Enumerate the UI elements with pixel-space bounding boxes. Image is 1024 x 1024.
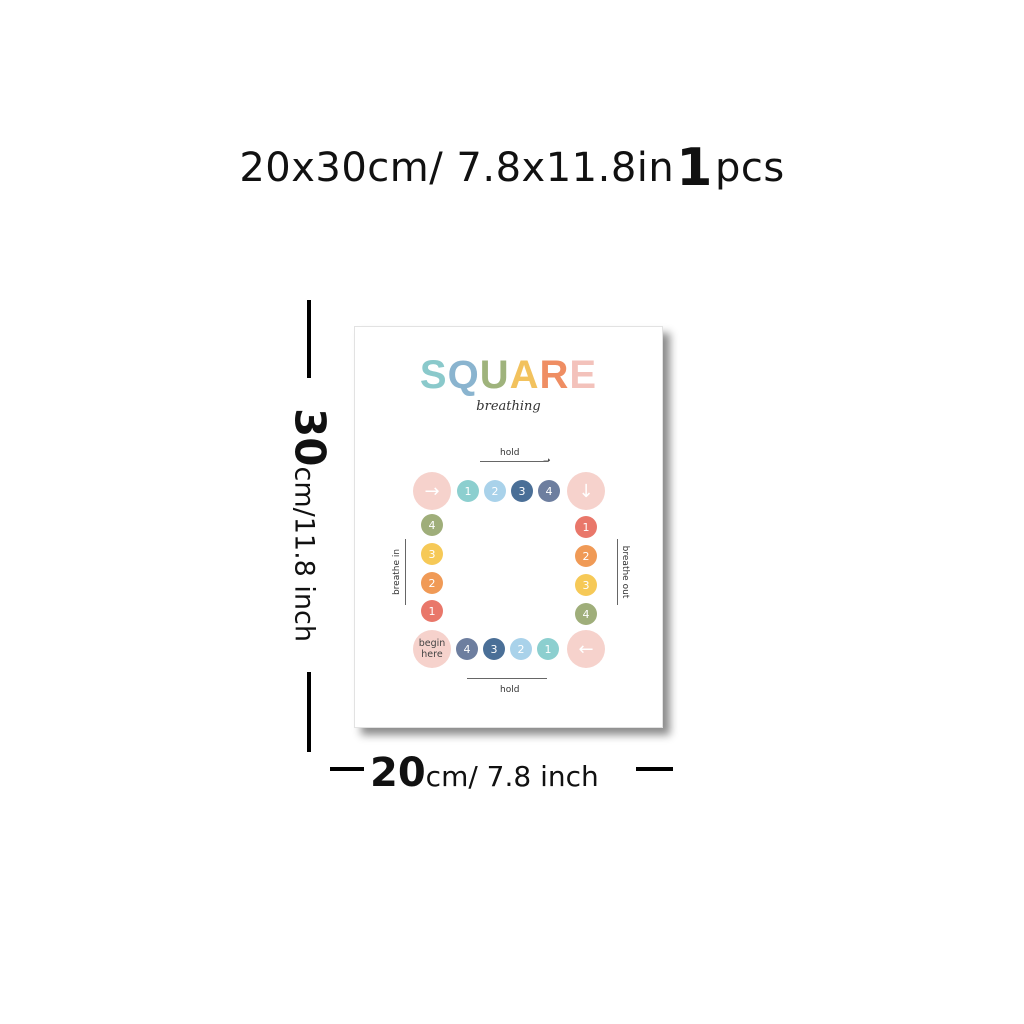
title-letter: R: [539, 353, 570, 397]
hold-bottom-arrow-icon: [467, 678, 547, 679]
right_col-dot: 3: [575, 574, 597, 596]
height-marker-bottom: [307, 672, 311, 752]
poster-product-image: SQUARE breathing hold ➝ breathe in breat…: [354, 326, 663, 728]
title-letter: Q: [447, 353, 480, 397]
width-unit: cm/ 7.8 inch: [425, 760, 599, 793]
hold-top-label: hold: [500, 448, 520, 458]
top_row-dot: 4: [538, 480, 560, 502]
top_row-dot: 2: [484, 480, 506, 502]
quantity-number: 1: [676, 138, 713, 198]
title-letter: U: [479, 353, 510, 397]
width-value: 20: [370, 750, 426, 796]
title-letter: A: [509, 353, 540, 397]
hold-top-arrow-icon: [480, 461, 548, 462]
height-value: 30: [285, 408, 335, 467]
arrow-head-right-icon: ➝: [543, 456, 551, 466]
left_col-dot: 1: [421, 600, 443, 622]
size-headline: 20x30cm/ 7.8x11.8in1pcs: [0, 138, 1024, 198]
left_col-dot: 2: [421, 572, 443, 594]
poster-subtitle: breathing: [476, 399, 541, 414]
begin-here-circle: begin here: [413, 630, 451, 668]
poster-title: SQUARE: [355, 353, 662, 398]
height-unit: cm/11.8 inch: [288, 466, 320, 642]
right_col-dot: 2: [575, 545, 597, 567]
height-marker-top: [307, 300, 311, 378]
bottom_row-dot: 4: [456, 638, 478, 660]
width-marker-left: [330, 767, 364, 771]
bottom_row-dot: 2: [510, 638, 532, 660]
right_col-dot: 4: [575, 603, 597, 625]
arrow-down-icon: ↓: [567, 472, 605, 510]
breathe-out-arrow-icon: [617, 539, 618, 605]
top_row-dot: 1: [457, 480, 479, 502]
bottom_row-dot: 1: [537, 638, 559, 660]
arrow-right-icon: →: [413, 472, 451, 510]
height-label: 30cm/11.8 inch: [270, 395, 350, 655]
hold-bottom-label: hold: [500, 685, 520, 695]
width-marker-right: [636, 767, 673, 771]
quantity-unit: pcs: [714, 145, 785, 191]
arrow-left-icon: ←: [567, 630, 605, 668]
size-text: 20x30cm/ 7.8x11.8in: [239, 145, 675, 191]
width-label: 20cm/ 7.8 inch: [370, 750, 599, 796]
title-letter: S: [419, 353, 448, 397]
breathe-in-label: breathe in: [392, 548, 402, 596]
breathe-out-label: breathe out: [620, 545, 630, 599]
left_col-dot: 4: [421, 514, 443, 536]
right_col-dot: 1: [575, 516, 597, 538]
left_col-dot: 3: [421, 543, 443, 565]
top_row-dot: 3: [511, 480, 533, 502]
title-letter: E: [569, 353, 598, 397]
bottom_row-dot: 3: [483, 638, 505, 660]
breathe-in-arrow-icon: [405, 539, 406, 605]
